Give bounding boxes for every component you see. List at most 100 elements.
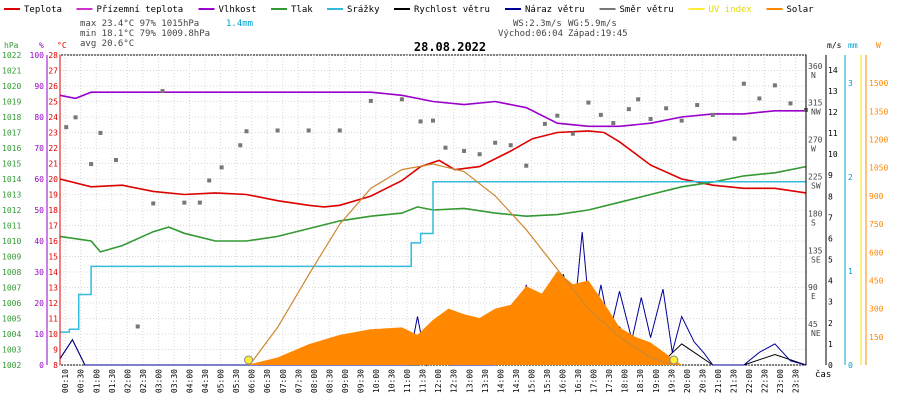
- wind-direction-point: [648, 116, 653, 121]
- ms-tick: 4: [828, 277, 833, 286]
- dir-deg-tick: 90: [808, 283, 818, 292]
- temp-tick: 16: [48, 237, 58, 246]
- x-tick-label: 04:30: [201, 369, 210, 393]
- stats-avg: avg 20.6°C: [80, 39, 134, 49]
- pct-tick: 20: [34, 299, 44, 308]
- ms-tick: 14: [828, 66, 838, 75]
- pct-tick: 100: [30, 51, 45, 60]
- temp-tick: 20: [48, 175, 58, 184]
- stats-ws: WS:2.3m/s: [513, 19, 562, 29]
- ms-tick: 11: [828, 129, 838, 138]
- dir-deg-tick: 135: [808, 246, 823, 255]
- x-tick-label: 04:00: [186, 369, 195, 393]
- dir-label-tick: SE: [811, 255, 821, 264]
- chart-legend: Teplota Přízemní teplota Vlhkost Tlak Srážky…: [4, 5, 814, 15]
- x-tick-label: 03:30: [170, 369, 179, 393]
- temp-tick: 8: [53, 361, 58, 370]
- pct-tick: 70: [34, 144, 44, 153]
- hpa-tick: 1005: [2, 315, 21, 324]
- ms-tick: 9: [828, 171, 833, 180]
- pct-axis-title: %: [39, 41, 44, 50]
- x-tick-label: 12:30: [450, 369, 459, 393]
- temp-tick: 26: [48, 82, 58, 91]
- x-tick-label: 01:30: [108, 369, 117, 393]
- wind-direction-point: [135, 324, 140, 329]
- legend-label: Srážky: [347, 5, 380, 15]
- wind-direction-point: [399, 97, 404, 102]
- x-tick-label: 05:00: [217, 369, 226, 393]
- legend-label: UV index: [709, 5, 753, 15]
- wind-direction-point: [570, 131, 575, 136]
- wind-direction-point: [679, 118, 684, 123]
- x-tick-label: 21:00: [714, 369, 723, 393]
- hpa-tick: 1012: [2, 206, 21, 215]
- x-tick-label: 15:30: [543, 369, 552, 393]
- wind-direction-point: [244, 129, 249, 134]
- stats-sunrise: Východ:06:04: [498, 29, 563, 39]
- x-tick-label: 08:30: [325, 369, 334, 393]
- mm-axis-title: mm: [848, 41, 858, 50]
- legend-label: Přízemní teplota: [97, 5, 184, 15]
- wind-direction-point: [757, 96, 762, 101]
- ms-tick: 2: [828, 319, 833, 328]
- stats-wg: WG:5.9m/s: [568, 19, 617, 29]
- pct-tick: 0: [39, 361, 44, 370]
- wind-direction-point: [598, 112, 603, 117]
- wind-direction-point: [113, 157, 118, 162]
- x-tick-label: 08:00: [310, 369, 319, 393]
- x-tick-label: 05:30: [232, 369, 241, 393]
- hpa-tick: 1017: [2, 129, 21, 138]
- humidity-line: [59, 91, 806, 128]
- pct-tick: 10: [34, 330, 44, 339]
- hpa-tick: 1016: [2, 144, 21, 153]
- hpa-tick: 1014: [2, 175, 21, 184]
- wind-direction-point: [462, 148, 467, 153]
- mm-tick: 1: [848, 267, 853, 276]
- dir-deg-tick: 315: [808, 99, 823, 108]
- x-tick-label: 06:30: [263, 369, 272, 393]
- w-axis-title: W: [876, 41, 881, 50]
- x-tick-label: 16:00: [559, 369, 568, 393]
- x-tick-label: 02:30: [139, 369, 148, 393]
- uv-sun-marker: [244, 355, 254, 365]
- pct-tick: 40: [34, 237, 44, 246]
- hpa-tick: 1003: [2, 346, 21, 355]
- wind-direction-point: [418, 119, 423, 124]
- temp-tick: 12: [48, 299, 58, 308]
- temp-tick: 18: [48, 206, 58, 215]
- ms-tick: 8: [828, 192, 833, 201]
- wind-direction-point: [741, 81, 746, 86]
- wind-direction-point: [493, 140, 498, 145]
- x-tick-label: 18:30: [636, 369, 645, 393]
- pct-tick: 90: [34, 82, 44, 91]
- solar-area: [246, 271, 682, 365]
- hpa-tick: 1019: [2, 98, 21, 107]
- temp-tick: 9: [53, 346, 58, 355]
- wind-direction-point: [508, 143, 513, 148]
- dir-deg-tick: 180: [808, 209, 823, 218]
- wind-direction-point: [306, 128, 311, 133]
- temp-tick: 24: [48, 113, 58, 122]
- wind-direction-point: [772, 83, 777, 88]
- mm-tick: 0: [848, 361, 853, 370]
- plot-area: [59, 81, 808, 367]
- x-tick-label: 23:30: [792, 369, 801, 393]
- temp-tick: 21: [48, 160, 58, 169]
- hpa-tick: 1013: [2, 191, 21, 200]
- x-tick-label: 17:00: [590, 369, 599, 393]
- w-tick: 900: [869, 192, 884, 201]
- legend-label: Tlak: [291, 5, 313, 15]
- x-tick-label: 13:00: [465, 369, 474, 393]
- wind-direction-point: [664, 106, 669, 111]
- wind-direction-point: [636, 97, 641, 102]
- chart-axes: 00:10 00:30 01:00 01:30 02:00 02:30 03:00 03:30…: [2, 41, 888, 393]
- ms-tick: 6: [828, 234, 833, 243]
- x-tick-label: 13:30: [481, 369, 490, 393]
- ms-axis-title: m/s: [827, 41, 842, 50]
- wind-direction-point: [695, 103, 700, 108]
- temp-tick: 15: [48, 253, 58, 262]
- ms-tick: 12: [828, 108, 838, 117]
- mm-tick: 3: [848, 79, 853, 88]
- pct-tick: 30: [34, 268, 44, 277]
- wind-direction-point: [788, 101, 793, 106]
